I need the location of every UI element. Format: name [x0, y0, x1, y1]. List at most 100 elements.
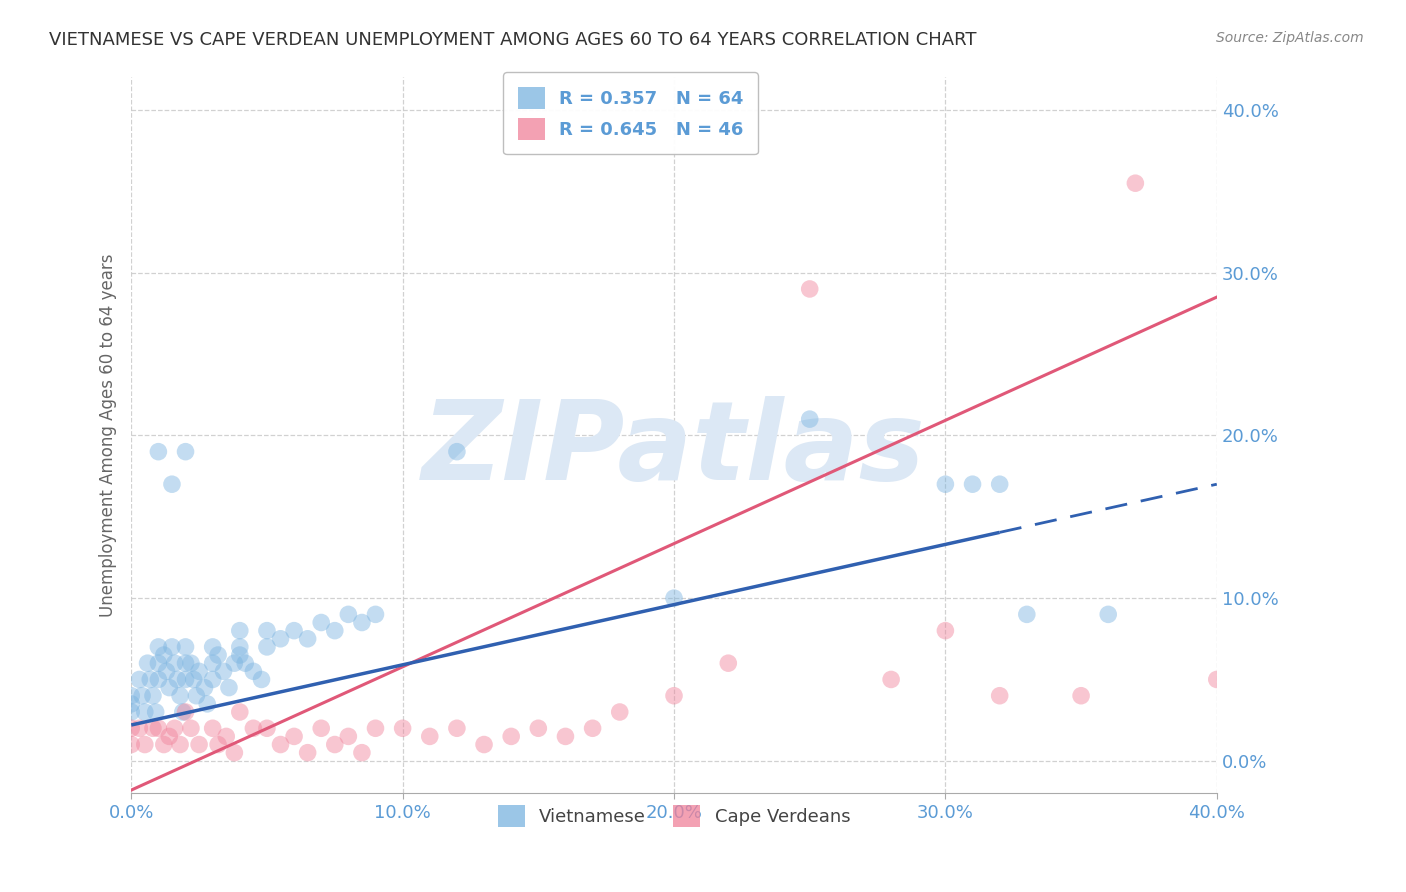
Point	[201, 640, 224, 654]
Point	[1205, 673, 1227, 687]
Point	[128, 721, 150, 735]
Point	[256, 640, 278, 654]
Point	[139, 673, 162, 687]
Point	[120, 689, 142, 703]
Y-axis label: Unemployment Among Ages 60 to 64 years: Unemployment Among Ages 60 to 64 years	[100, 253, 117, 617]
Point	[283, 730, 305, 744]
Point	[391, 721, 413, 735]
Point	[157, 681, 180, 695]
Point	[218, 681, 240, 695]
Point	[134, 705, 156, 719]
Point	[207, 648, 229, 662]
Point	[224, 656, 246, 670]
Point	[142, 689, 165, 703]
Point	[446, 444, 468, 458]
Point	[309, 721, 332, 735]
Point	[364, 721, 387, 735]
Point	[229, 648, 252, 662]
Point	[799, 282, 821, 296]
Point	[174, 705, 197, 719]
Point	[193, 681, 215, 695]
Point	[250, 673, 273, 687]
Point	[419, 730, 441, 744]
Point	[157, 730, 180, 744]
Point	[131, 689, 153, 703]
Point	[166, 673, 188, 687]
Point	[155, 665, 177, 679]
Point	[207, 738, 229, 752]
Point	[174, 444, 197, 458]
Point	[337, 607, 360, 622]
Point	[229, 624, 252, 638]
Point	[188, 738, 211, 752]
Point	[662, 591, 685, 606]
Point	[501, 730, 523, 744]
Point	[323, 738, 346, 752]
Point	[364, 607, 387, 622]
Point	[934, 477, 956, 491]
Point	[472, 738, 495, 752]
Point	[323, 624, 346, 638]
Point	[297, 632, 319, 646]
Point	[309, 615, 332, 630]
Point	[350, 746, 373, 760]
Point	[145, 705, 167, 719]
Point	[188, 665, 211, 679]
Point	[256, 624, 278, 638]
Point	[337, 730, 360, 744]
Point	[717, 656, 740, 670]
Point	[160, 477, 183, 491]
Point	[153, 738, 176, 752]
Point	[446, 721, 468, 735]
Point	[142, 721, 165, 735]
Point	[120, 738, 142, 752]
Point	[229, 705, 252, 719]
Point	[180, 656, 202, 670]
Point	[201, 721, 224, 735]
Point	[180, 721, 202, 735]
Point	[148, 640, 170, 654]
Point	[662, 689, 685, 703]
Point	[799, 412, 821, 426]
Point	[609, 705, 631, 719]
Point	[128, 673, 150, 687]
Point	[934, 624, 956, 638]
Point	[224, 746, 246, 760]
Point	[283, 624, 305, 638]
Point	[148, 673, 170, 687]
Point	[215, 730, 238, 744]
Point	[297, 746, 319, 760]
Point	[212, 665, 235, 679]
Point	[270, 632, 292, 646]
Point	[256, 721, 278, 735]
Point	[134, 738, 156, 752]
Point	[174, 673, 197, 687]
Point	[148, 656, 170, 670]
Point	[169, 738, 191, 752]
Point	[174, 640, 197, 654]
Legend: Vietnamese, Cape Verdeans: Vietnamese, Cape Verdeans	[491, 798, 858, 834]
Text: Source: ZipAtlas.com: Source: ZipAtlas.com	[1216, 31, 1364, 45]
Point	[201, 656, 224, 670]
Point	[242, 721, 264, 735]
Point	[1015, 607, 1038, 622]
Point	[242, 665, 264, 679]
Text: VIETNAMESE VS CAPE VERDEAN UNEMPLOYMENT AMONG AGES 60 TO 64 YEARS CORRELATION CH: VIETNAMESE VS CAPE VERDEAN UNEMPLOYMENT …	[49, 31, 977, 49]
Point	[229, 640, 252, 654]
Text: ZIPatlas: ZIPatlas	[422, 396, 927, 503]
Point	[183, 673, 205, 687]
Point	[174, 656, 197, 670]
Point	[160, 640, 183, 654]
Point	[1125, 176, 1147, 190]
Point	[1097, 607, 1119, 622]
Point	[527, 721, 550, 735]
Point	[201, 673, 224, 687]
Point	[962, 477, 984, 491]
Point	[169, 689, 191, 703]
Point	[233, 656, 256, 670]
Point	[195, 697, 218, 711]
Point	[148, 444, 170, 458]
Point	[350, 615, 373, 630]
Point	[880, 673, 903, 687]
Point	[163, 656, 186, 670]
